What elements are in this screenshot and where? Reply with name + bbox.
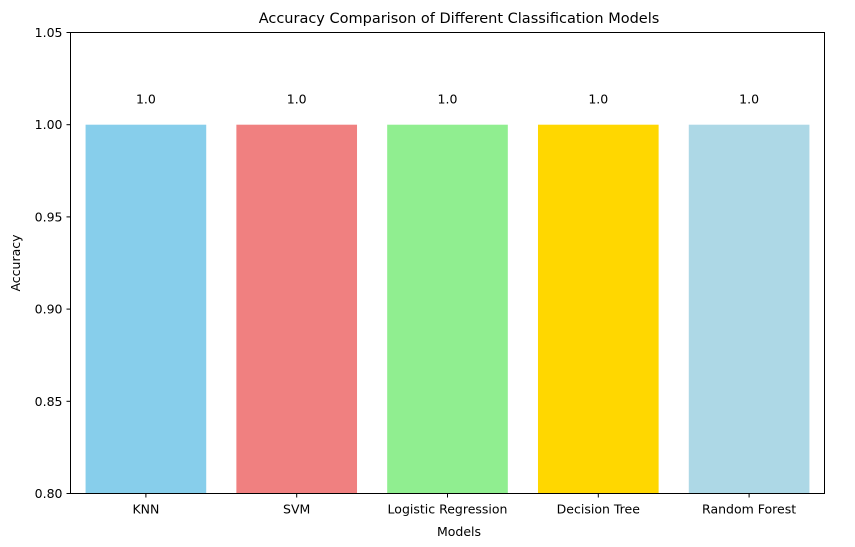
x-tick-label: Logistic Regression [388, 502, 508, 517]
x-tick-label: SVM [283, 502, 310, 517]
bar-value-label: 1.0 [136, 92, 156, 107]
bar-value-label: 1.0 [588, 92, 608, 107]
y-tick-label: 1.00 [35, 117, 63, 132]
bar-knn [85, 124, 207, 494]
x-tick-label: Decision Tree [557, 502, 641, 517]
bar-value-label: 1.0 [287, 92, 307, 107]
bars-layer [85, 124, 810, 494]
x-axis: KNN SVM Logistic Regression Decision Tree Ra… [132, 493, 796, 517]
bar-random-forest [688, 124, 810, 494]
bar-svm [236, 124, 358, 494]
chart-title: Accuracy Comparison of Different Classif… [259, 11, 660, 27]
x-tick-label: Random Forest [702, 502, 796, 517]
bar-value-label: 1.0 [739, 92, 759, 107]
y-tick-label: 1.05 [35, 25, 63, 40]
y-tick-label: 0.80 [35, 486, 63, 501]
x-axis-label: Models [437, 524, 481, 539]
bar-value-label: 1.0 [438, 92, 458, 107]
value-labels-layer: 1.0 1.0 1.0 1.0 1.0 [136, 92, 759, 107]
y-tick-label: 0.95 [35, 209, 63, 224]
y-tick-label: 0.85 [35, 394, 63, 409]
y-axis: 0.80 0.85 0.90 0.95 1.00 1.05 [35, 25, 71, 501]
bar-decision-tree [537, 124, 659, 494]
bar-logistic-regression [387, 124, 508, 494]
y-axis-label: Accuracy [8, 234, 23, 292]
x-tick-label: KNN [132, 502, 159, 517]
y-tick-label: 0.90 [35, 302, 63, 317]
